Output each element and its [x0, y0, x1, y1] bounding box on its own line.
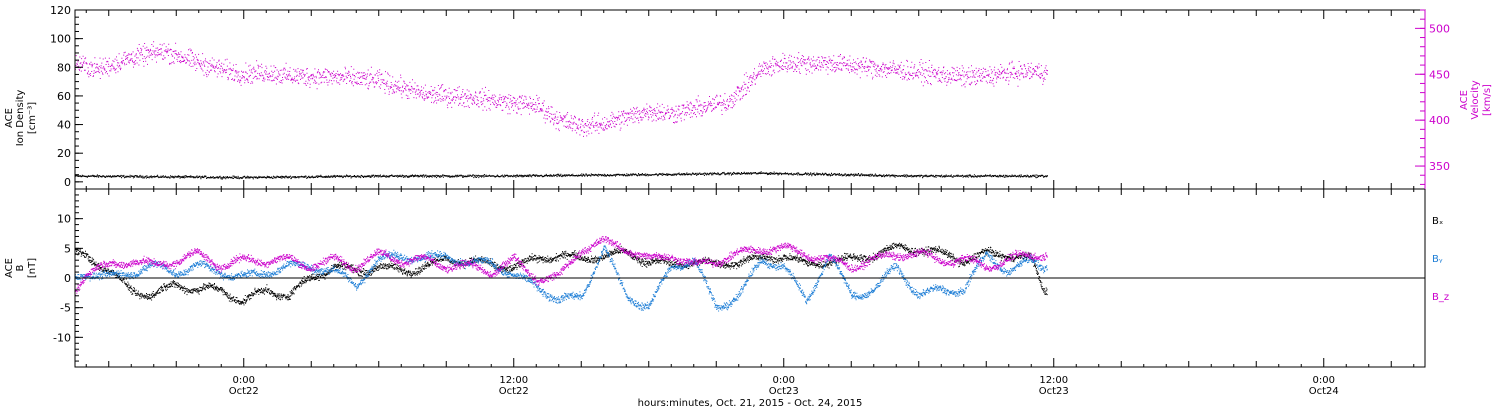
top-right-tick-label: 450	[1429, 68, 1450, 81]
bottom-left-tick-label: 0	[64, 272, 71, 285]
x-tick-label-time: 12:00	[499, 375, 528, 386]
legend-bz: B_z	[1432, 292, 1449, 303]
top-left-ylabel-line3: [cm⁻³]	[27, 102, 38, 134]
x-tick-label-time: 0:00	[1313, 375, 1335, 386]
velocity-series	[75, 41, 1048, 137]
x-tick-label-date: Oct24	[1309, 386, 1339, 397]
bottom-left-tick-label: -10	[53, 331, 71, 344]
top-right-ylabel-line3: [km/s]	[1482, 84, 1493, 116]
x-axis-title: hours:minutes, Oct. 21, 2015 - Oct. 24, …	[638, 398, 863, 409]
bottom-panel-markers	[75, 236, 1048, 312]
legend-bx: Bₓ	[1432, 216, 1443, 227]
x-tick-label-date: Oct22	[499, 386, 529, 397]
top-left-ylabel-line1: ACE	[4, 108, 15, 128]
x-tick-label-time: 0:00	[233, 375, 255, 386]
top-left-tick-label: 80	[57, 61, 71, 74]
x-tick-label-time: 0:00	[773, 375, 795, 386]
top-right-ylabel-line2: Velocity	[1470, 80, 1481, 119]
x-tick-label-date: Oct23	[1039, 386, 1069, 397]
top-right-tick-label: 400	[1429, 114, 1450, 127]
top-left-tick-label: 20	[57, 147, 71, 160]
legend-by: Bᵧ	[1432, 254, 1443, 265]
x-tick-label-time: 12:00	[1039, 375, 1068, 386]
top-left-ylabel-line2: Ion Density	[15, 90, 26, 147]
top-right-tick-label: 350	[1429, 160, 1450, 173]
bottom-left-tick-label: 10	[57, 213, 71, 226]
bottom-left-ylabel-line2: B	[15, 264, 26, 271]
x-tick-label-date: Oct23	[769, 386, 799, 397]
top-left-tick-label: 40	[57, 119, 71, 132]
top-right-ylabel-line1: ACE	[1459, 90, 1470, 110]
ion-density-series	[75, 171, 1048, 180]
top-right-tick-label: 500	[1429, 22, 1450, 35]
x-tick-label-date: Oct22	[229, 386, 259, 397]
bottom-left-ylabel-line3: [nT]	[27, 258, 38, 278]
axes-group: 0 20 40 60 80 100 120 350 400 450 500 -10 -5 0 5 10 0:00…	[50, 4, 1450, 397]
top-left-tick-label: 100	[50, 33, 71, 46]
top-left-tick-label: 120	[50, 4, 71, 17]
bottom-left-tick-label: -5	[60, 302, 71, 315]
top-panel-markers	[75, 41, 1048, 180]
bottom-left-ylabel-line1: ACE	[4, 258, 15, 278]
top-left-tick-label: 60	[57, 90, 71, 103]
bottom-left-tick-label: 5	[64, 242, 71, 255]
top-panel-frame	[74, 9, 1426, 190]
top-left-tick-label: 0	[64, 176, 71, 189]
